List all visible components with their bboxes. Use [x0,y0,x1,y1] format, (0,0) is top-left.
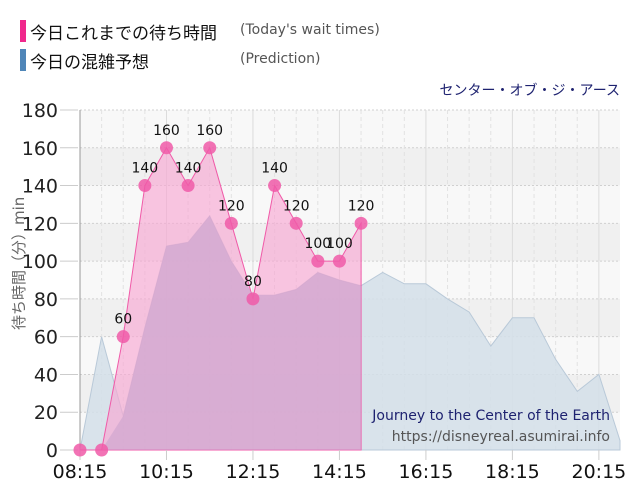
svg-text:08:15: 08:15 [53,461,108,483]
legend-today-en: (Today's wait times) [240,22,380,38]
svg-text:140: 140 [131,161,158,177]
svg-text:120: 120 [218,198,245,214]
axis-ticks: 0 20 40 60 80 100 120 140 160 180 08:15 10:15 12:15 1… [22,100,627,483]
attraction-title: センター・オブ・ジ・アース [439,83,620,99]
svg-text:14:15: 14:15 [312,461,367,483]
svg-text:100: 100 [22,251,58,273]
svg-text:60: 60 [114,312,132,328]
watermark-title: Journey to the Center of the Earth [371,408,610,424]
svg-text:140: 140 [175,161,202,177]
y-axis-label: 待ち時間（分）min [10,197,28,330]
svg-text:100: 100 [326,236,353,252]
svg-text:120: 120 [22,213,58,235]
svg-text:80: 80 [244,274,262,290]
svg-text:120: 120 [283,198,310,214]
svg-text:140: 140 [261,161,288,177]
watermark-url: https://disneyreal.asumirai.info [392,429,610,445]
svg-text:0: 0 [46,440,58,462]
overlap-area [80,215,362,450]
svg-text:80: 80 [34,289,58,311]
svg-text:60: 60 [34,327,58,349]
svg-text:160: 160 [153,123,180,139]
svg-text:20: 20 [34,402,58,424]
svg-text:160: 160 [22,138,58,160]
legend-prediction-jp: 今日の混雑予想 [30,52,149,73]
svg-text:16:15: 16:15 [399,461,454,483]
svg-text:10:15: 10:15 [139,461,194,483]
legend-prediction-en: (Prediction) [240,51,321,67]
svg-text:100: 100 [304,236,331,252]
svg-text:40: 40 [34,364,58,386]
legend-today: 今日これまでの待ち時間 [20,20,217,44]
svg-text:18:15: 18:15 [485,461,540,483]
svg-text:20:15: 20:15 [571,461,626,483]
svg-text:12:15: 12:15 [226,461,281,483]
legend-swatch-today [20,20,26,42]
svg-text:160: 160 [196,123,223,139]
svg-text:180: 180 [22,100,58,122]
legend-prediction: 今日の混雑予想 [20,49,149,73]
svg-text:140: 140 [22,176,58,198]
svg-text:120: 120 [348,198,375,214]
legend-swatch-prediction [20,49,26,71]
legend-today-jp: 今日これまでの待ち時間 [30,23,217,44]
